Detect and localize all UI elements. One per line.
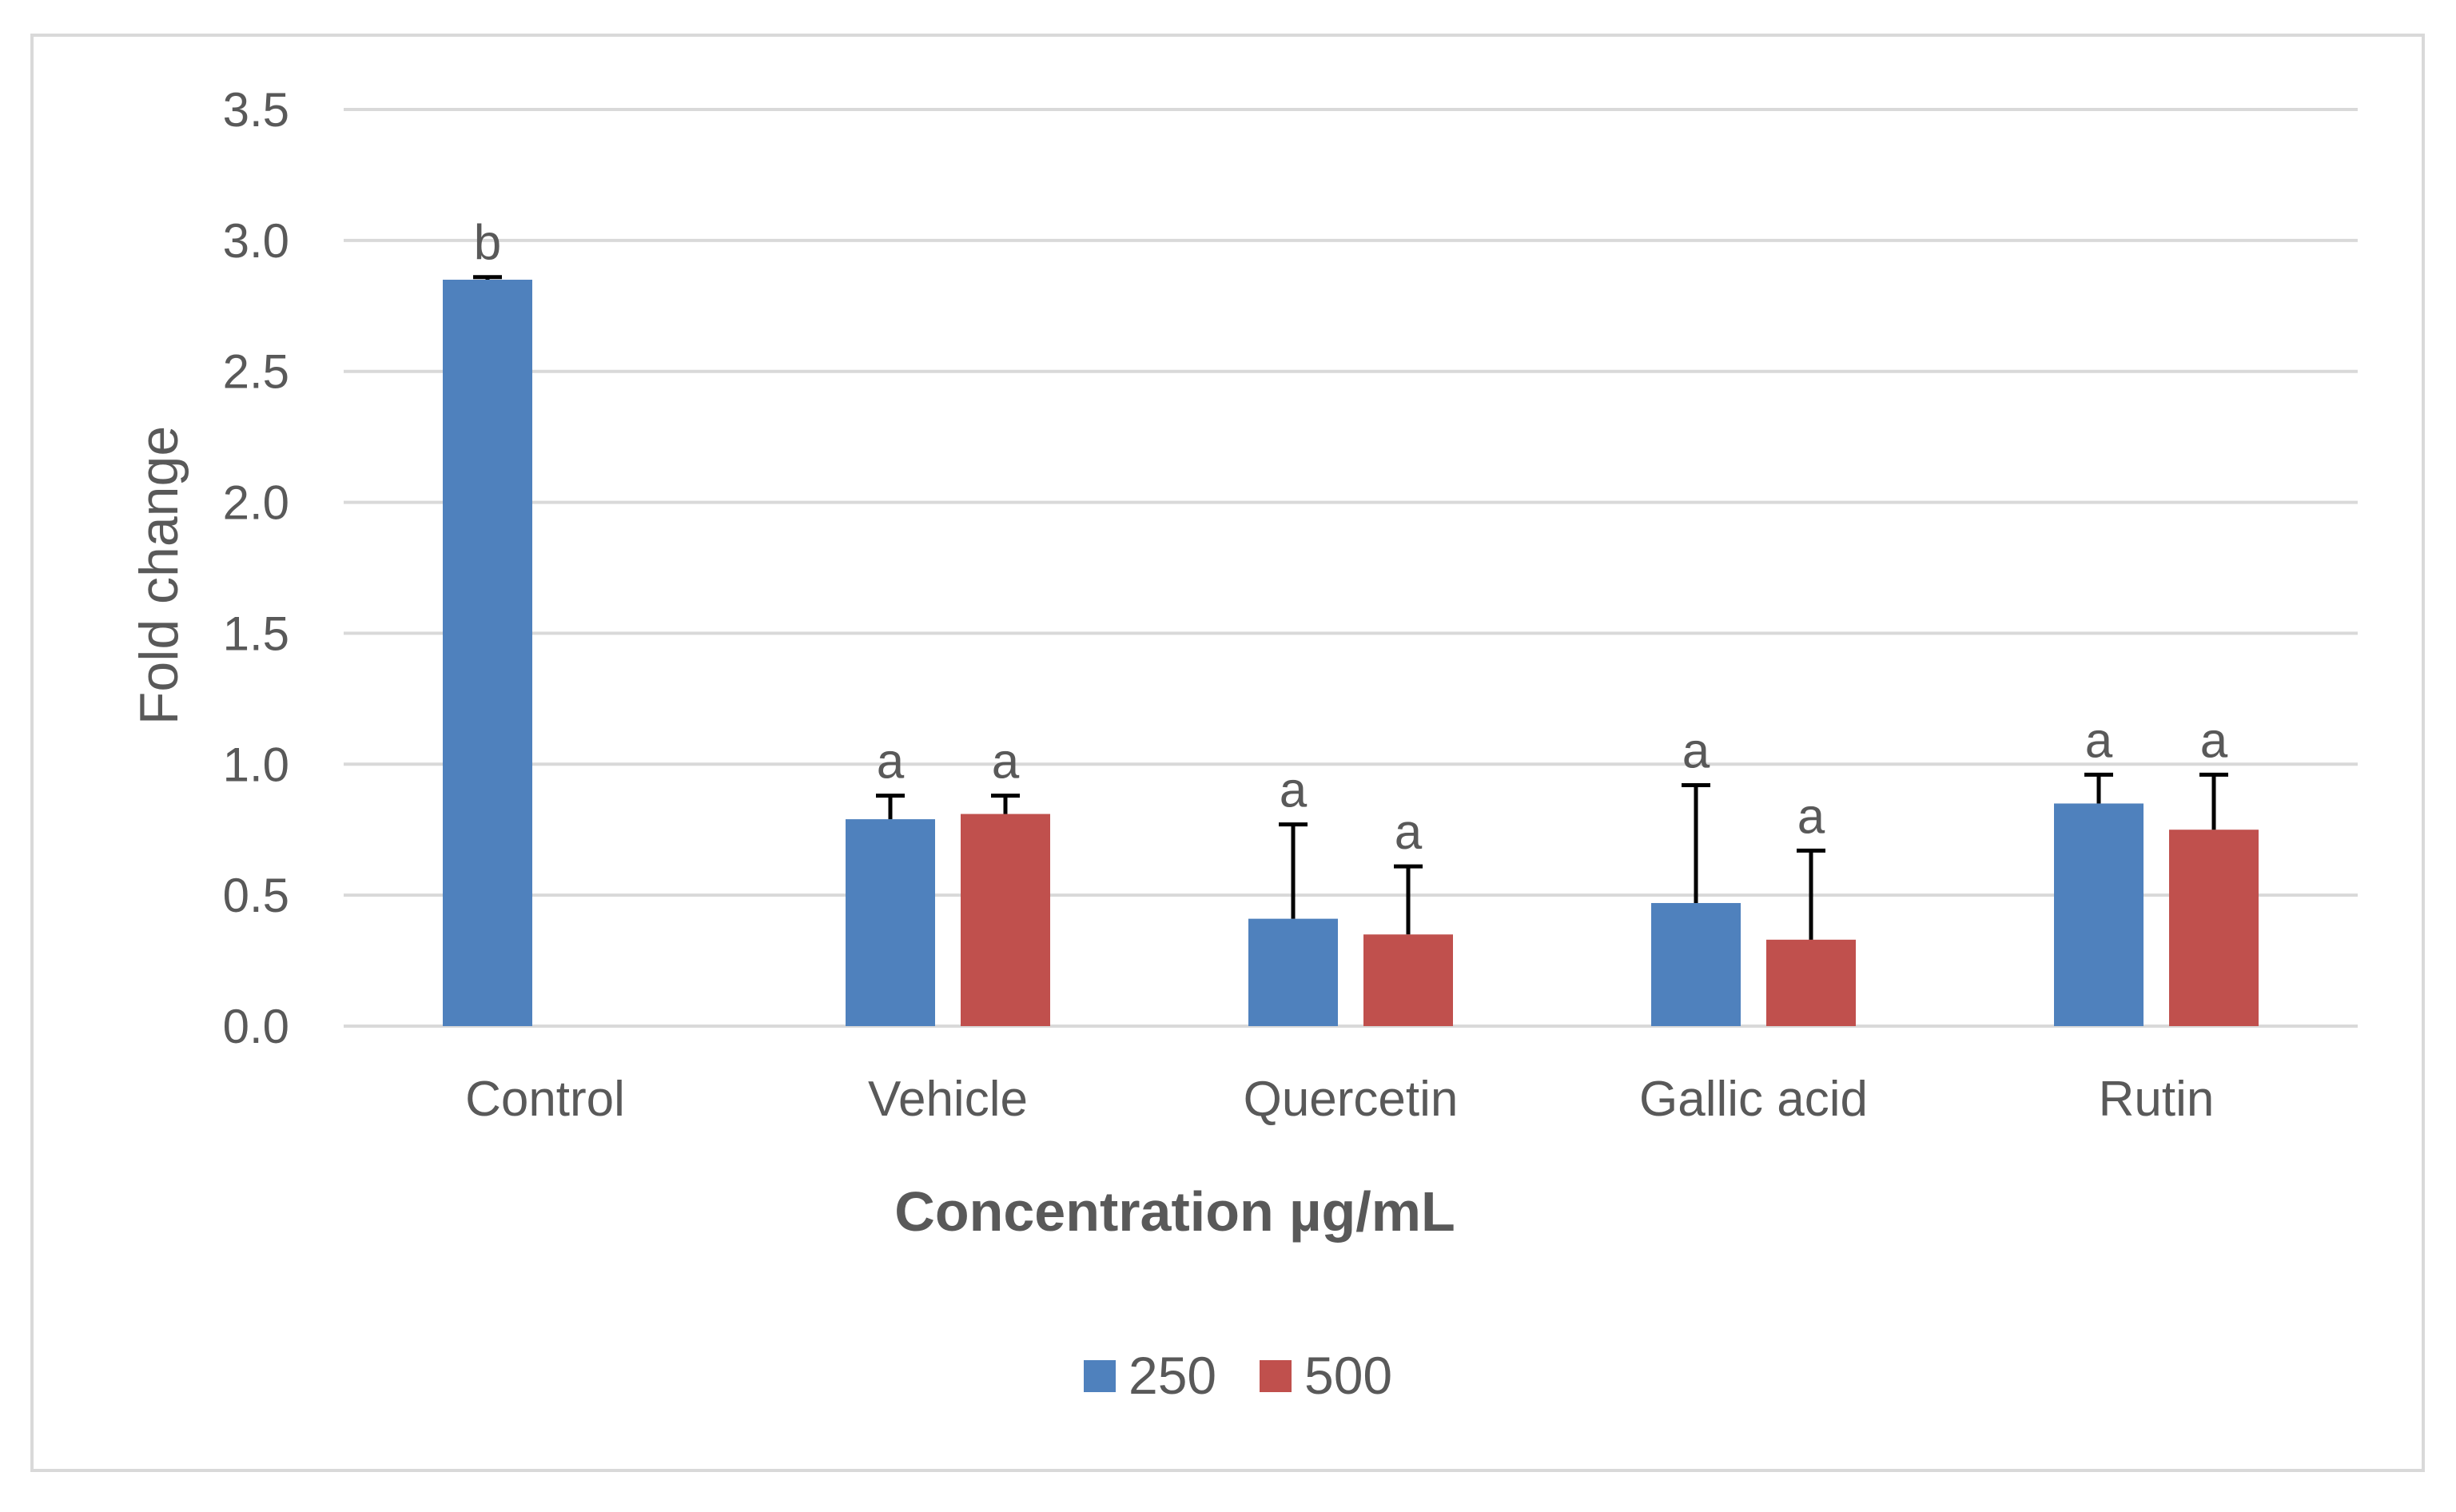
bar-gallic-acid-500 (1766, 939, 1856, 1026)
significance-label: a (2085, 713, 2113, 768)
x-category-label: Quercetin (1244, 1072, 1459, 1127)
significance-label: a (1797, 789, 1825, 844)
gridlines (344, 108, 2358, 1028)
bars (443, 280, 2259, 1026)
y-tick-label: 1.0 (223, 738, 289, 791)
x-category-label: Vehicle (868, 1072, 1028, 1127)
y-tick-label: 1.5 (223, 607, 289, 660)
significance-label: a (1280, 763, 1308, 818)
bar-gallic-acid-250 (1651, 902, 1741, 1026)
significance-label: a (1682, 724, 1710, 779)
bar-quercetin-250 (1248, 918, 1338, 1026)
significance-labels: b a a a a a a a a (474, 216, 2228, 860)
x-category-label: Gallic acid (1639, 1072, 1868, 1127)
chart-frame (30, 34, 2425, 1472)
significance-label: b (474, 216, 501, 271)
legend-label-500: 500 (1304, 1346, 1392, 1405)
x-category-label: Control (465, 1072, 625, 1127)
x-axis-categories: Control Vehicle Quercetin Gallic acid Rutin (465, 1072, 2214, 1127)
bar-rutin-250 (2054, 803, 2144, 1026)
significance-label: a (877, 734, 905, 790)
legend-label-250: 250 (1128, 1346, 1216, 1405)
bar-quercetin-500 (1363, 934, 1453, 1026)
y-tick-label: 0.5 (223, 869, 289, 922)
bar-vehicle-500 (961, 814, 1050, 1026)
y-tick-label: 2.0 (223, 476, 289, 530)
y-tick-label: 2.5 (223, 345, 289, 399)
y-tick-label: 3.0 (223, 214, 289, 268)
y-tick-label: 0.0 (223, 1000, 289, 1053)
y-axis-title: Fold change (129, 426, 189, 725)
significance-label: a (1395, 805, 1423, 860)
legend-swatch-500 (1260, 1360, 1292, 1392)
y-axis-ticks: 0.0 0.5 1.0 1.5 2.0 2.5 3.0 3.5 (223, 83, 289, 1053)
x-axis-title: Concentration µg/mL (894, 1180, 1455, 1243)
legend-swatch-250 (1084, 1360, 1116, 1392)
x-category-label: Rutin (2099, 1072, 2215, 1127)
bar-vehicle-250 (846, 819, 935, 1026)
bar-rutin-500 (2169, 830, 2259, 1026)
legend: 250 500 (1084, 1346, 1392, 1405)
significance-label: a (2200, 713, 2228, 768)
bar-control-250 (443, 280, 532, 1026)
significance-label: a (992, 734, 1020, 790)
y-tick-label: 3.5 (223, 83, 289, 137)
error-bars (473, 275, 2228, 940)
